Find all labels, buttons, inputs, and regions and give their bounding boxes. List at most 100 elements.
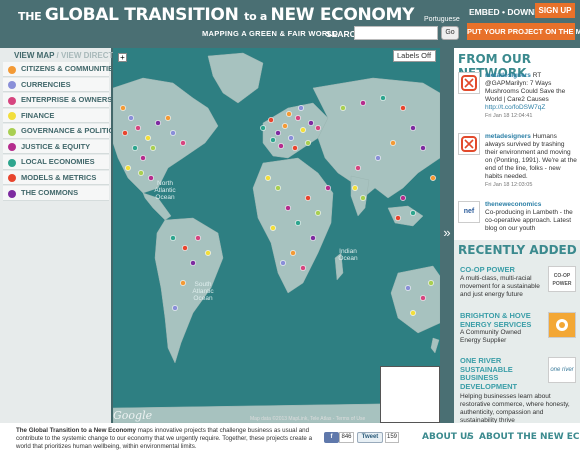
category-item[interactable]: MODELS & METRICS	[3, 171, 109, 186]
project-marker[interactable]	[305, 140, 310, 145]
project-marker[interactable]	[340, 105, 345, 110]
project-marker[interactable]	[395, 215, 400, 220]
category-item[interactable]: ENTERPRISE & OWNERSHIP	[3, 93, 109, 108]
project-marker[interactable]	[170, 130, 175, 135]
project-marker[interactable]	[405, 285, 410, 290]
project-marker[interactable]	[285, 205, 290, 210]
project-marker[interactable]	[180, 280, 185, 285]
recent-item-title[interactable]: ONE RIVER SUSTAINABLE BUSINESS DEVELOPME…	[460, 357, 542, 391]
category-item[interactable]: JUSTICE & EQUITY	[3, 140, 109, 155]
tweet-link[interactable]: http://t.co/foDSW7qZ	[485, 104, 545, 111]
signup-button[interactable]: SIGN UP	[535, 3, 575, 18]
project-marker[interactable]	[292, 145, 297, 150]
project-marker[interactable]	[155, 120, 160, 125]
project-marker[interactable]	[288, 135, 293, 140]
project-marker[interactable]	[315, 210, 320, 215]
nef-avatar[interactable]: nef	[458, 201, 480, 223]
project-marker[interactable]	[150, 145, 155, 150]
project-marker[interactable]	[275, 130, 280, 135]
metadesigners-avatar[interactable]	[458, 133, 480, 155]
recent-item[interactable]: BRIGHTON & HOVE ENERGY SERVICES A Commun…	[460, 312, 576, 348]
tweet-handle[interactable]: theneweconomics	[485, 201, 541, 208]
project-marker[interactable]	[315, 125, 320, 130]
project-marker[interactable]	[132, 145, 137, 150]
project-marker[interactable]	[420, 145, 425, 150]
project-marker[interactable]	[268, 117, 273, 122]
category-item[interactable]: CITIZENS & COMMUNITIES	[3, 62, 109, 77]
project-marker[interactable]	[182, 245, 187, 250]
project-marker[interactable]	[355, 165, 360, 170]
brighton-hove-thumbnail[interactable]	[548, 312, 576, 338]
project-marker[interactable]	[420, 295, 425, 300]
coop-power-thumbnail[interactable]: CO-OP POWER	[548, 266, 576, 292]
language-link[interactable]: Portuguese	[424, 16, 460, 23]
tweet-button[interactable]: Tweet	[357, 432, 383, 443]
project-marker[interactable]	[172, 305, 177, 310]
category-item[interactable]: GOVERNANCE & POLITICS	[3, 124, 109, 139]
recent-item-title[interactable]: CO-OP POWER	[460, 266, 542, 275]
project-marker[interactable]	[195, 235, 200, 240]
go-button[interactable]: Go	[441, 26, 459, 40]
project-marker[interactable]	[375, 155, 380, 160]
project-marker[interactable]	[295, 115, 300, 120]
about-new-economy-link[interactable]: ABOUT THE NEW ECONOMY	[479, 432, 580, 442]
project-marker[interactable]	[125, 165, 130, 170]
project-marker[interactable]	[265, 175, 270, 180]
project-marker[interactable]	[122, 130, 127, 135]
project-marker[interactable]	[282, 123, 287, 128]
project-marker[interactable]	[428, 280, 433, 285]
project-marker[interactable]	[135, 125, 140, 130]
project-marker[interactable]	[290, 250, 295, 255]
project-marker[interactable]	[275, 185, 280, 190]
project-marker[interactable]	[390, 140, 395, 145]
project-marker[interactable]	[286, 111, 291, 116]
category-item[interactable]: CURRENCIES	[3, 78, 109, 93]
chevron-right-icon[interactable]: »	[440, 225, 454, 240]
project-marker[interactable]	[145, 135, 150, 140]
category-item[interactable]: LOCAL ECONOMIES	[3, 155, 109, 170]
category-item[interactable]: THE COMMONS	[3, 186, 109, 201]
project-marker[interactable]	[280, 260, 285, 265]
tweet-handle[interactable]: metadesigners	[485, 133, 531, 140]
project-marker[interactable]	[360, 195, 365, 200]
project-marker[interactable]	[400, 195, 405, 200]
project-marker[interactable]	[270, 225, 275, 230]
project-marker[interactable]	[170, 235, 175, 240]
project-marker[interactable]	[400, 105, 405, 110]
project-marker[interactable]	[260, 125, 265, 130]
zoom-in-button[interactable]: +	[118, 53, 127, 62]
recent-item[interactable]: ONE RIVER SUSTAINABLE BUSINESS DEVELOPME…	[460, 357, 576, 419]
project-marker[interactable]	[120, 105, 125, 110]
project-marker[interactable]	[140, 155, 145, 160]
search-input[interactable]	[354, 26, 438, 40]
project-marker[interactable]	[380, 95, 385, 100]
project-marker[interactable]	[410, 210, 415, 215]
project-marker[interactable]	[270, 137, 275, 142]
project-marker[interactable]	[300, 265, 305, 270]
project-marker[interactable]	[430, 175, 435, 180]
project-marker[interactable]	[300, 127, 305, 132]
project-marker[interactable]	[295, 220, 300, 225]
project-marker[interactable]	[410, 125, 415, 130]
labels-toggle[interactable]: Labels Off	[393, 50, 436, 62]
project-marker[interactable]	[305, 195, 310, 200]
project-marker[interactable]	[128, 115, 133, 120]
project-marker[interactable]	[138, 170, 143, 175]
tweet-handle[interactable]: metadesigners	[485, 72, 531, 79]
facebook-like-button[interactable]: f Like	[324, 432, 339, 443]
project-marker[interactable]	[205, 250, 210, 255]
project-marker[interactable]	[298, 105, 303, 110]
project-marker[interactable]	[180, 140, 185, 145]
project-marker[interactable]	[325, 185, 330, 190]
project-marker[interactable]	[165, 115, 170, 120]
project-marker[interactable]	[278, 143, 283, 148]
metadesigners-avatar[interactable]	[458, 72, 480, 94]
project-marker[interactable]	[148, 175, 153, 180]
project-marker[interactable]	[310, 235, 315, 240]
project-marker[interactable]	[352, 185, 357, 190]
site-title[interactable]: THE GLOBAL TRANSITION to a NEW ECONOMY	[18, 5, 414, 25]
view-map-tab[interactable]: VIEW MAP	[14, 51, 54, 60]
project-marker[interactable]	[308, 120, 313, 125]
project-marker[interactable]	[190, 260, 195, 265]
project-marker[interactable]	[360, 100, 365, 105]
